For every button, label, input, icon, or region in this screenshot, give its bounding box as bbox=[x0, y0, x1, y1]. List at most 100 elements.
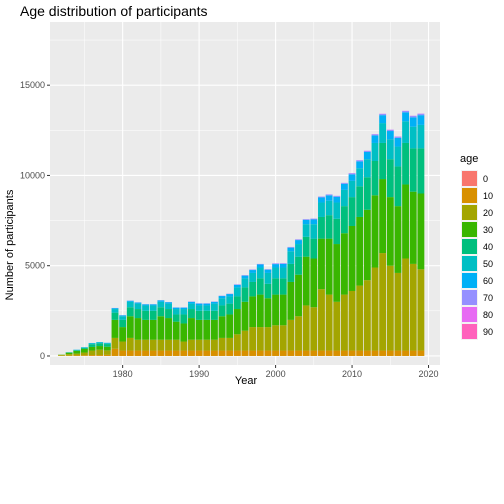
bar-segment bbox=[287, 251, 295, 264]
bar-segment bbox=[165, 302, 172, 304]
bar-segment bbox=[256, 294, 264, 328]
bar-segment bbox=[295, 256, 302, 275]
y-tick-label: 10000 bbox=[20, 170, 45, 180]
bar-segment bbox=[417, 193, 425, 270]
bar-segment bbox=[402, 121, 410, 143]
bar-segment bbox=[417, 113, 425, 116]
bar-segment bbox=[210, 339, 218, 351]
bar-segment bbox=[340, 182, 348, 184]
bar-segment bbox=[111, 312, 119, 320]
bar-segment bbox=[103, 346, 111, 351]
bar-segment bbox=[340, 350, 348, 356]
bar-segment bbox=[203, 303, 211, 306]
bar-segment bbox=[402, 258, 410, 351]
bar-segment bbox=[363, 177, 371, 210]
bar-segment bbox=[310, 238, 318, 259]
bar-segment bbox=[340, 206, 348, 234]
bar-segment bbox=[142, 310, 150, 320]
bar-segment bbox=[333, 202, 341, 219]
bar-segment bbox=[165, 303, 172, 310]
bar-segment bbox=[249, 327, 257, 351]
bar-segment bbox=[241, 275, 249, 279]
bar-segment bbox=[80, 352, 88, 356]
bar-segment bbox=[287, 246, 295, 248]
bar-segment bbox=[134, 318, 142, 340]
bar-segment bbox=[111, 337, 119, 349]
bar-segment bbox=[73, 353, 81, 356]
bar-segment bbox=[180, 309, 188, 315]
bar-segment bbox=[302, 219, 310, 225]
bar-segment bbox=[256, 278, 264, 295]
bar-segment bbox=[195, 303, 203, 306]
bar-segment bbox=[409, 126, 417, 149]
bar-segment bbox=[195, 339, 203, 351]
bar-segment bbox=[287, 281, 295, 320]
bar-segment bbox=[96, 355, 104, 356]
bar-segment bbox=[111, 309, 119, 313]
bar-segment bbox=[394, 166, 402, 207]
bar-segment bbox=[287, 319, 295, 351]
bar-segment bbox=[302, 219, 310, 220]
bar-segment bbox=[256, 350, 264, 356]
bar-segment bbox=[356, 161, 364, 169]
bar-segment bbox=[394, 146, 402, 167]
bar-segment bbox=[264, 298, 272, 328]
bar-segment bbox=[363, 159, 371, 178]
bar-segment bbox=[249, 350, 257, 356]
bar-segment bbox=[363, 280, 371, 351]
bar-segment bbox=[165, 318, 172, 340]
bar-segment bbox=[157, 316, 165, 340]
bar-segment bbox=[394, 350, 402, 356]
bar-segment bbox=[241, 278, 249, 288]
bar-segment bbox=[417, 148, 425, 194]
bar-segment bbox=[134, 350, 142, 356]
bar-segment bbox=[226, 294, 234, 297]
bar-segment bbox=[111, 319, 119, 338]
bar-segment bbox=[172, 309, 180, 315]
x-tick-label: 2010 bbox=[342, 369, 362, 379]
bar-segment bbox=[386, 197, 394, 266]
bar-segment bbox=[279, 325, 287, 351]
bar-segment bbox=[318, 289, 325, 351]
bar-segment bbox=[379, 115, 387, 124]
bar-segment bbox=[249, 272, 257, 282]
bar-segment bbox=[241, 350, 249, 356]
bar-segment bbox=[103, 344, 111, 347]
bar-segment bbox=[318, 216, 325, 239]
bar-segment bbox=[333, 195, 341, 197]
x-tick-label: 1980 bbox=[113, 369, 133, 379]
bar-segment bbox=[119, 350, 127, 356]
bar-segment bbox=[218, 316, 226, 338]
bar-segment bbox=[318, 202, 325, 217]
bar-segment bbox=[210, 301, 218, 304]
bar-segment bbox=[126, 307, 134, 317]
bars bbox=[58, 110, 425, 356]
legend-key bbox=[462, 256, 477, 271]
bar-segment bbox=[88, 344, 96, 347]
bar-segment bbox=[203, 310, 211, 320]
legend-key bbox=[462, 188, 477, 203]
bar-segment bbox=[233, 284, 241, 285]
bar-segment bbox=[356, 350, 364, 356]
bar-segment bbox=[325, 215, 333, 239]
bar-segment bbox=[340, 233, 348, 295]
y-tick-label: 0 bbox=[40, 351, 45, 361]
bar-segment bbox=[371, 142, 379, 162]
bar-segment bbox=[241, 301, 249, 331]
bar-segment bbox=[318, 196, 325, 198]
bar-segment bbox=[172, 307, 180, 310]
bar-segment bbox=[165, 309, 172, 319]
bar-segment bbox=[180, 350, 188, 356]
bar-segment bbox=[203, 350, 211, 356]
bar-segment bbox=[295, 240, 302, 245]
bar-segment bbox=[233, 287, 241, 297]
bar-segment bbox=[195, 350, 203, 356]
bar-segment bbox=[149, 350, 157, 356]
bar-segment bbox=[119, 316, 127, 320]
bar-segment bbox=[272, 263, 280, 265]
bar-segment bbox=[379, 253, 387, 351]
bar-segment bbox=[233, 350, 241, 356]
bar-segment bbox=[241, 287, 249, 302]
bar-segment bbox=[233, 334, 241, 351]
bar-segment bbox=[241, 330, 249, 351]
